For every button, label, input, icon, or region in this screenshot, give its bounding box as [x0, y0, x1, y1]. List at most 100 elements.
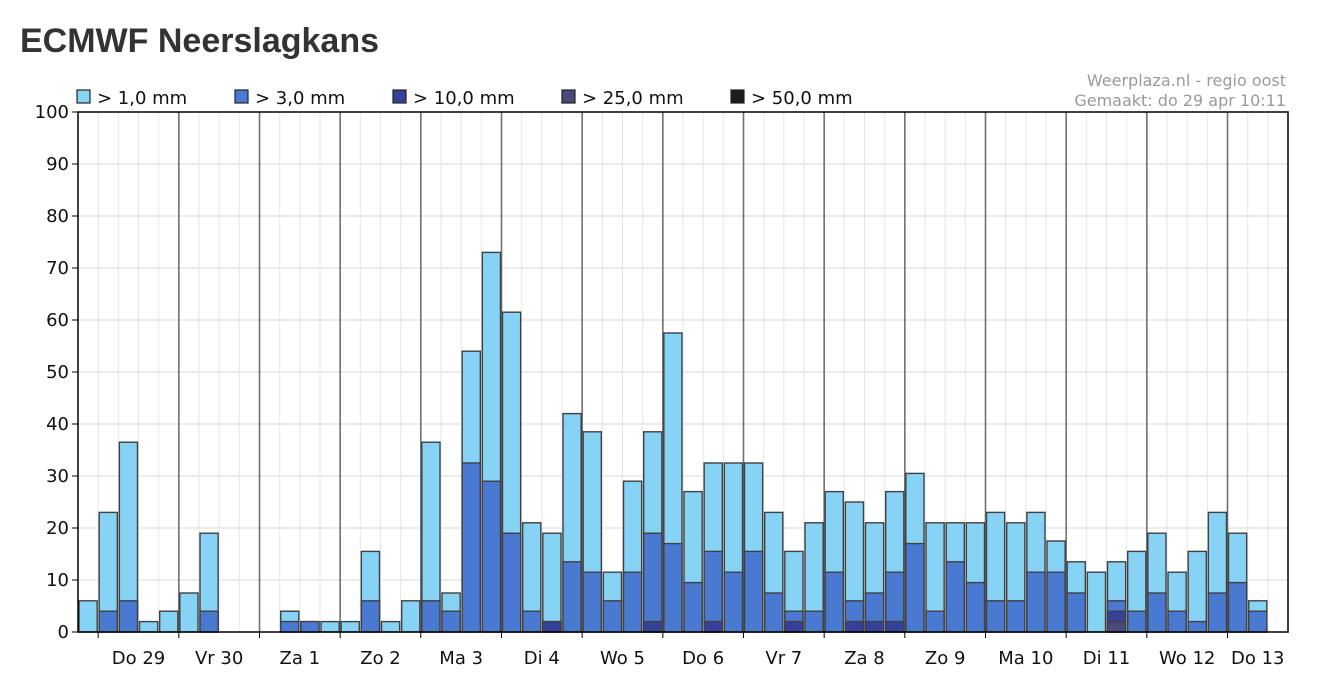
y-tick-label: 50	[46, 362, 69, 383]
legend-swatch	[561, 89, 576, 104]
y-tick-label: 100	[35, 102, 69, 123]
day-label: Do 29	[112, 648, 166, 669]
bar	[945, 561, 966, 633]
bar	[985, 600, 1006, 633]
bar	[1147, 592, 1167, 633]
bar	[300, 620, 320, 633]
legend-label: > 3,0 mm	[255, 88, 345, 109]
bar	[400, 600, 421, 633]
bar	[98, 610, 119, 633]
bar	[844, 620, 865, 633]
bar	[542, 620, 562, 633]
bar	[703, 620, 724, 633]
legend-swatch	[730, 89, 745, 104]
bar	[118, 600, 139, 633]
y-tick-label: 60	[46, 310, 69, 331]
day-label: Za 8	[844, 648, 885, 669]
legend-label: > 25,0 mm	[582, 88, 684, 109]
source-label: Weerplaza.nl - regio oost	[1087, 71, 1286, 90]
day-label: Za 1	[280, 648, 321, 669]
bar	[1247, 610, 1268, 633]
bar	[279, 620, 300, 633]
plot-frame	[77, 111, 1289, 633]
bar	[1086, 571, 1107, 633]
bar	[501, 532, 522, 633]
day-label: Do 13	[1231, 648, 1285, 669]
bar	[663, 542, 683, 633]
bar	[78, 600, 98, 633]
bar	[421, 600, 441, 633]
y-tick-label: 30	[46, 466, 69, 487]
day-label: Wo 12	[1159, 648, 1215, 669]
bar	[602, 600, 623, 633]
legend: > 1,0 mm > 3,0 mm > 10,0 mm > 25,0 mm > 50,0…	[76, 88, 853, 109]
day-label: Vr 7	[765, 648, 802, 669]
y-tick-label: 70	[46, 258, 69, 279]
bar	[1187, 620, 1208, 633]
bar	[521, 610, 542, 633]
bar	[905, 542, 925, 633]
bar	[884, 620, 905, 633]
day-label: Di 11	[1083, 648, 1131, 669]
y-tick-label: 0	[58, 622, 69, 643]
bar	[642, 532, 663, 633]
bar	[199, 610, 219, 633]
bar	[1227, 581, 1248, 633]
bar	[804, 610, 824, 633]
bar	[380, 620, 401, 633]
bar	[1066, 592, 1087, 633]
day-label: Zo 9	[925, 648, 966, 669]
axes: 0 10 20 30 40 50 60 70 80 90 100 Do 29 Vr 30 Za 1 Zo 2…	[35, 102, 1289, 669]
bar	[1187, 550, 1208, 633]
day-label: Vr 30	[195, 648, 243, 669]
bar	[1005, 600, 1026, 633]
bar	[1126, 610, 1147, 633]
y-tick-label: 80	[46, 206, 69, 227]
legend-swatch	[76, 89, 91, 104]
chart-title: ECMWF Neerslagkans	[20, 22, 379, 60]
bar	[360, 600, 381, 633]
bar	[763, 592, 784, 633]
bar	[925, 610, 945, 633]
bar	[562, 561, 582, 633]
bar	[683, 581, 703, 633]
bar	[461, 462, 482, 633]
bar	[138, 620, 159, 633]
y-tick-label: 90	[46, 154, 69, 175]
bar	[582, 571, 603, 633]
bar	[1046, 571, 1066, 633]
legend-label: > 50,0 mm	[751, 88, 853, 109]
bar	[642, 620, 663, 633]
bar	[179, 592, 199, 633]
bar	[1207, 592, 1228, 633]
day-label: Ma 3	[439, 648, 483, 669]
bar	[864, 620, 885, 633]
legend-swatch	[392, 89, 407, 104]
day-label: Wo 5	[600, 648, 645, 669]
day-label: Di 4	[524, 648, 560, 669]
grid	[77, 111, 1289, 633]
legend-label: > 10,0 mm	[413, 88, 515, 109]
legend-swatch	[234, 89, 249, 104]
bar	[784, 620, 804, 633]
bar	[622, 571, 643, 633]
bar	[1106, 620, 1127, 633]
bar	[743, 550, 764, 633]
bar	[158, 610, 179, 633]
bar	[703, 550, 724, 633]
bars	[78, 251, 1268, 633]
bar	[320, 620, 340, 633]
bar	[1026, 571, 1046, 633]
bar	[481, 480, 502, 633]
bar	[542, 532, 562, 633]
bar	[824, 571, 845, 633]
y-tick-label: 10	[46, 570, 69, 591]
bar	[723, 571, 744, 633]
bar	[441, 610, 461, 633]
y-tick-label: 20	[46, 518, 69, 539]
day-label: Ma 10	[998, 648, 1053, 669]
created-label: Gemaakt: do 29 apr 10:11	[1074, 91, 1286, 110]
day-label: Do 6	[682, 648, 724, 669]
bar	[965, 581, 986, 633]
